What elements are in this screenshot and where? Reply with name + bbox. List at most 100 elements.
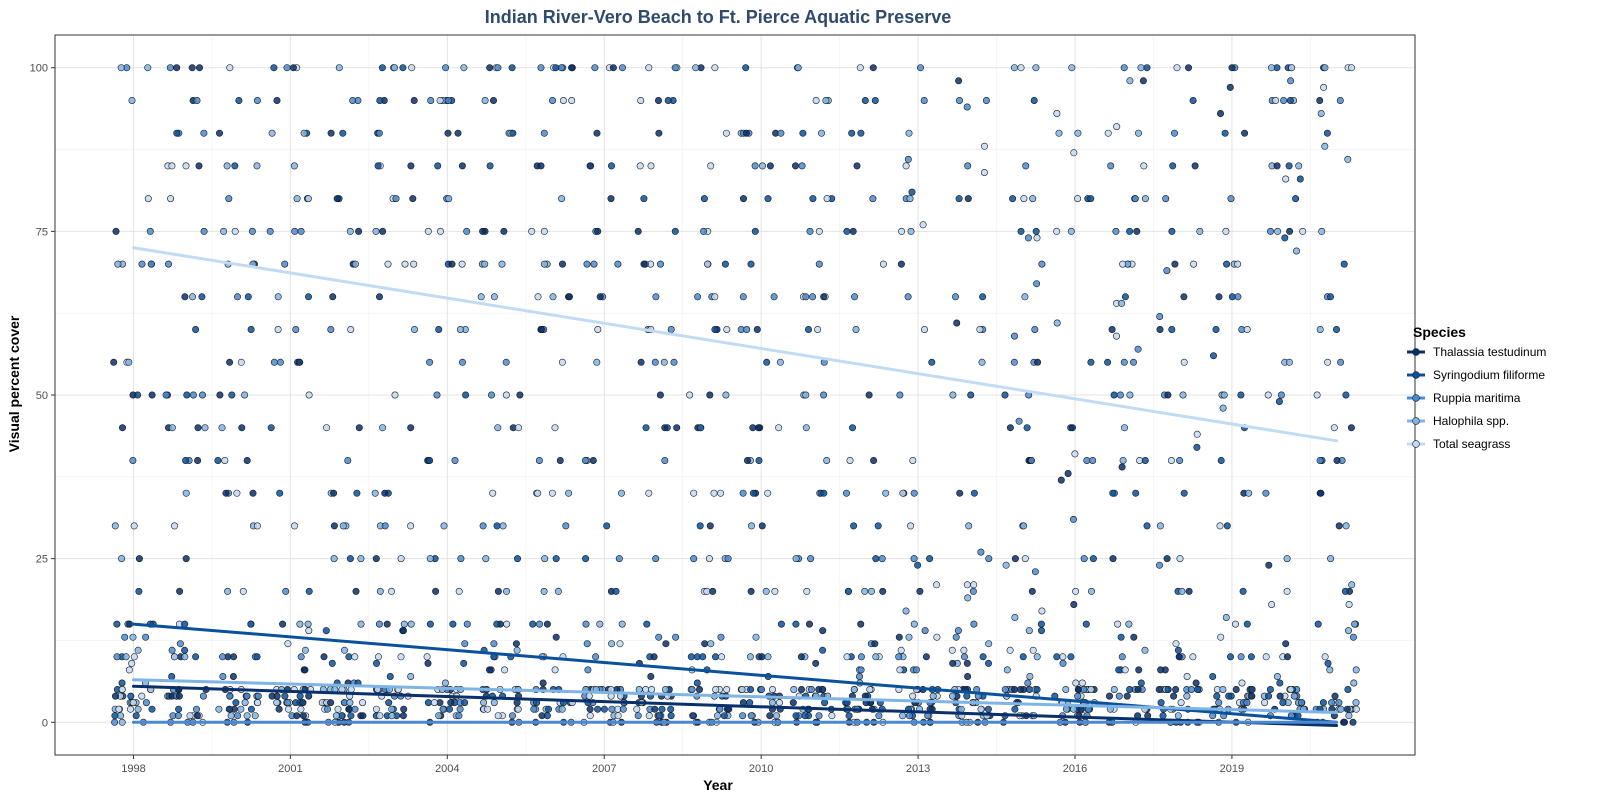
survey-point bbox=[540, 260, 548, 268]
survey-point bbox=[920, 325, 928, 333]
survey-point bbox=[449, 620, 457, 628]
survey-point bbox=[234, 712, 242, 720]
survey-point bbox=[775, 699, 783, 707]
survey-point bbox=[948, 692, 956, 700]
survey-point bbox=[165, 260, 173, 268]
survey-point bbox=[664, 97, 672, 105]
survey-point bbox=[647, 672, 655, 680]
survey-point bbox=[1057, 476, 1065, 484]
survey-point bbox=[1212, 325, 1220, 333]
survey-point bbox=[305, 587, 313, 595]
survey-point bbox=[189, 293, 197, 301]
survey-point bbox=[146, 227, 154, 235]
survey-point bbox=[742, 129, 750, 137]
survey-point bbox=[234, 293, 242, 301]
survey-point bbox=[792, 620, 800, 628]
survey-point bbox=[921, 627, 929, 635]
survey-point bbox=[916, 64, 924, 72]
survey-point bbox=[275, 705, 283, 713]
survey-point bbox=[1089, 555, 1097, 563]
survey-point bbox=[820, 489, 828, 497]
survey-point bbox=[979, 293, 987, 301]
survey-point bbox=[1172, 685, 1180, 693]
survey-point bbox=[410, 97, 418, 105]
survey-point bbox=[253, 653, 261, 661]
survey-point bbox=[244, 293, 252, 301]
survey-point bbox=[1189, 653, 1197, 661]
survey-point bbox=[1341, 718, 1349, 726]
survey-point bbox=[1342, 522, 1350, 530]
survey-point bbox=[253, 97, 261, 105]
survey-point bbox=[219, 653, 227, 661]
survey-point bbox=[1349, 633, 1357, 641]
survey-point bbox=[656, 391, 664, 399]
survey-point bbox=[129, 699, 137, 707]
survey-point bbox=[703, 587, 711, 595]
survey-point bbox=[969, 587, 977, 595]
survey-point bbox=[1168, 227, 1176, 235]
survey-point bbox=[1176, 456, 1184, 464]
survey-point bbox=[687, 653, 695, 661]
survey-point bbox=[584, 666, 592, 674]
trend-line-halophila-spp bbox=[131, 678, 1339, 714]
survey-point bbox=[1156, 561, 1164, 569]
survey-point bbox=[1227, 653, 1235, 661]
survey-point bbox=[376, 97, 384, 105]
survey-point bbox=[704, 260, 712, 268]
survey-point bbox=[964, 594, 972, 602]
survey-point bbox=[856, 64, 864, 72]
survey-point bbox=[1130, 358, 1138, 366]
survey-point bbox=[558, 705, 566, 713]
survey-point bbox=[1167, 456, 1175, 464]
survey-point bbox=[544, 705, 552, 713]
survey-point bbox=[1059, 659, 1067, 667]
survey-point bbox=[1261, 699, 1269, 707]
survey-point bbox=[1225, 692, 1233, 700]
survey-point bbox=[168, 672, 176, 680]
survey-point bbox=[662, 640, 670, 648]
survey-point bbox=[305, 692, 313, 700]
survey-point bbox=[125, 666, 133, 674]
survey-point bbox=[374, 162, 382, 170]
survey-point bbox=[512, 640, 520, 648]
survey-point bbox=[537, 162, 545, 170]
survey-point bbox=[671, 64, 679, 72]
x-tick-label: 2001 bbox=[278, 763, 302, 775]
survey-point bbox=[583, 260, 591, 268]
survey-point bbox=[461, 699, 469, 707]
survey-point bbox=[908, 188, 916, 196]
survey-point bbox=[1134, 345, 1142, 353]
survey-point bbox=[843, 227, 851, 235]
survey-point bbox=[1011, 705, 1019, 713]
survey-point bbox=[301, 666, 309, 674]
survey-point bbox=[821, 699, 829, 707]
legend-item: Total seagrass bbox=[1407, 437, 1510, 451]
survey-point bbox=[978, 358, 986, 366]
survey-point bbox=[857, 620, 865, 628]
survey-point bbox=[347, 685, 355, 693]
survey-point bbox=[926, 555, 934, 563]
survey-point bbox=[142, 633, 150, 641]
survey-point bbox=[1273, 162, 1281, 170]
survey-point bbox=[1345, 712, 1353, 720]
survey-point bbox=[777, 129, 785, 137]
survey-point bbox=[1133, 227, 1141, 235]
survey-point bbox=[660, 358, 668, 366]
survey-point bbox=[460, 659, 468, 667]
survey-point bbox=[274, 293, 282, 301]
survey-point bbox=[807, 555, 815, 563]
survey-point bbox=[1028, 587, 1036, 595]
survey-point bbox=[1116, 391, 1124, 399]
survey-point bbox=[711, 653, 719, 661]
survey-point bbox=[1348, 581, 1356, 589]
survey-point bbox=[1295, 162, 1303, 170]
survey-point bbox=[118, 685, 126, 693]
survey-point bbox=[1243, 620, 1251, 628]
survey-point bbox=[535, 456, 543, 464]
survey-point bbox=[762, 587, 770, 595]
survey-point bbox=[463, 620, 471, 628]
survey-point bbox=[462, 391, 470, 399]
survey-point bbox=[1324, 358, 1332, 366]
survey-point bbox=[460, 64, 468, 72]
survey-point bbox=[494, 424, 502, 432]
